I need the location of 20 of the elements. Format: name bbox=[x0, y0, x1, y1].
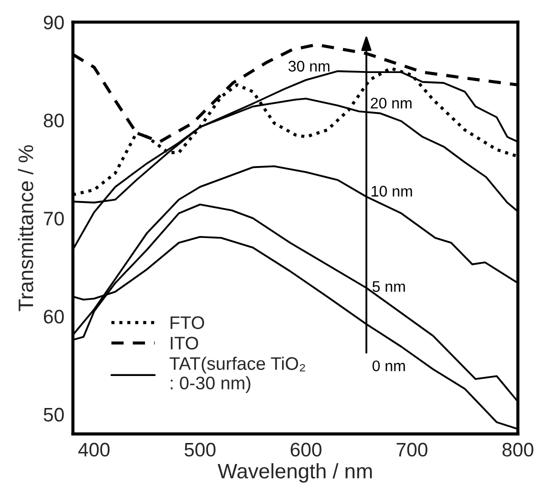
legend-label: FTO bbox=[170, 316, 204, 330]
annotation: 10 nm bbox=[372, 186, 412, 197]
x-tick-label: 800 bbox=[502, 442, 534, 457]
x-tick-label: 500 bbox=[184, 442, 216, 457]
x-axis-title: Wavelength / nm bbox=[218, 463, 372, 483]
annotation: 30 nm bbox=[288, 60, 330, 72]
y-axis-title: Transmittance / % bbox=[18, 145, 34, 312]
legend-label: ITO bbox=[170, 336, 198, 350]
annotation: 20 nm bbox=[370, 98, 412, 109]
y-tick-label: 80 bbox=[44, 114, 64, 128]
y-tick-label: 50 bbox=[44, 408, 64, 422]
x-tick-label: 700 bbox=[396, 442, 428, 457]
annotation: 5 nm bbox=[372, 281, 405, 292]
legend-label: TAT(surface TiO₂ : 0-30 nm) bbox=[170, 356, 306, 393]
x-tick-label: 600 bbox=[290, 442, 322, 457]
annotation: 0 nm bbox=[372, 360, 405, 372]
y-tick-label: 60 bbox=[44, 310, 64, 324]
y-tick-label: 70 bbox=[44, 212, 64, 226]
y-tick-label: 90 bbox=[44, 16, 64, 30]
x-tick-label: 400 bbox=[78, 442, 110, 457]
